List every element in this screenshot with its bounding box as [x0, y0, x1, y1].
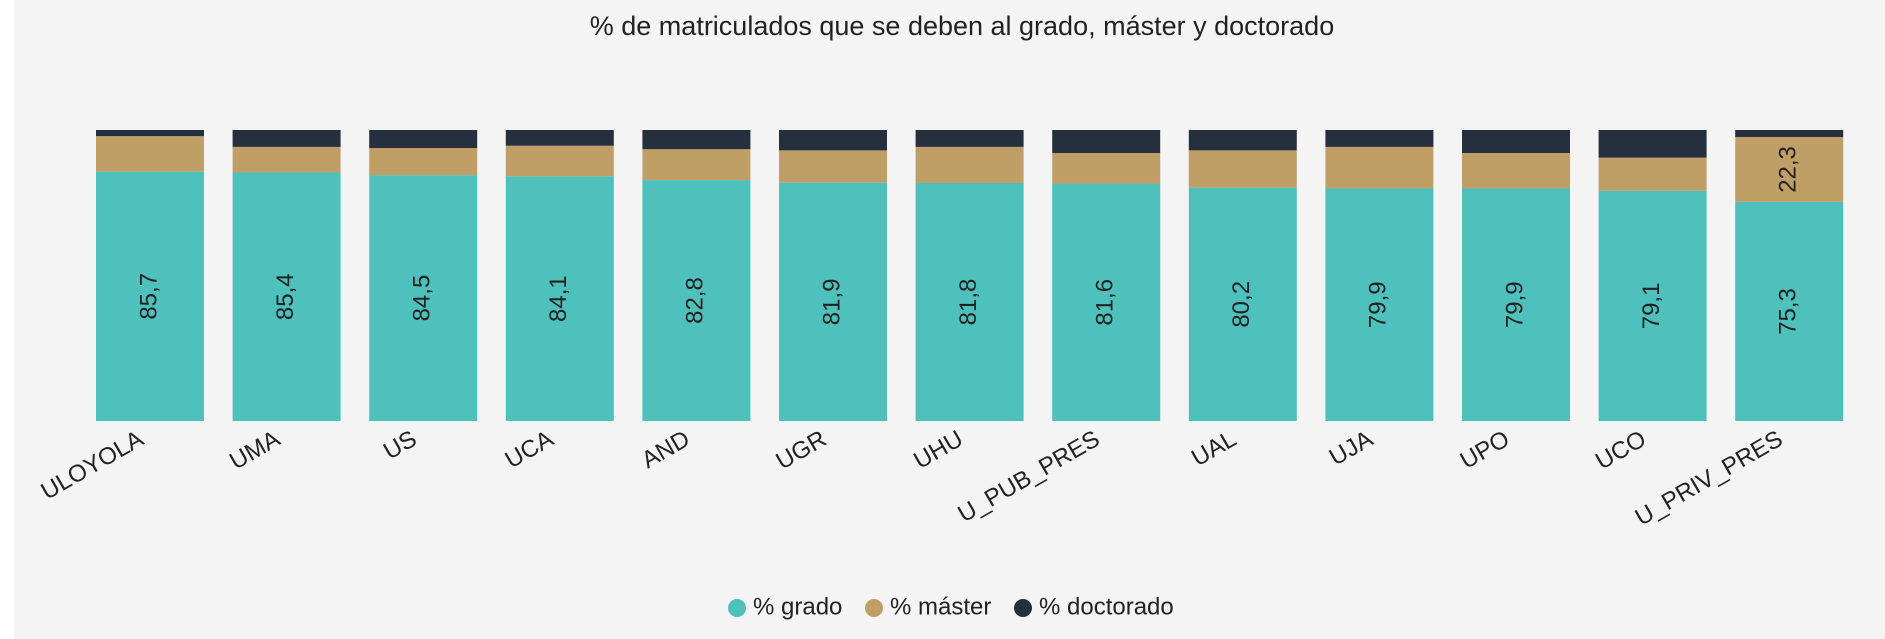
bar-segment	[369, 175, 478, 421]
bar-segment	[1188, 150, 1297, 188]
bar-segment	[232, 172, 341, 421]
bar-segment	[915, 146, 1024, 183]
bar-segment	[1188, 187, 1297, 421]
bar-segment	[1735, 201, 1844, 421]
bar-segment	[232, 130, 341, 147]
data-label: 75,3	[1775, 288, 1802, 335]
bar-segment	[915, 182, 1024, 421]
bar-segment	[1598, 190, 1707, 421]
bar-segment	[232, 146, 341, 173]
bar-segment	[1325, 188, 1434, 421]
data-label: 79,9	[1501, 281, 1528, 328]
legend-label: % grado	[753, 593, 842, 620]
bar-segment	[1052, 130, 1161, 153]
bar-segment	[1052, 183, 1161, 421]
bar-segment	[505, 145, 614, 177]
bar-segment	[915, 130, 1024, 147]
bar-segment	[1462, 152, 1570, 189]
bar-segment	[1325, 146, 1434, 189]
bar-segment	[1462, 130, 1570, 153]
data-label: 84,5	[409, 275, 436, 322]
bar-segment	[505, 176, 614, 421]
bar-segment	[642, 130, 751, 150]
bar-segment	[369, 130, 478, 149]
chart-title: % de matriculados que se deben al grado,…	[590, 11, 1334, 41]
data-label: 79,1	[1638, 283, 1665, 330]
bar-segment	[642, 149, 751, 181]
bar-segment	[1325, 130, 1434, 147]
bar-segment	[96, 130, 204, 137]
bar-segment	[505, 130, 614, 146]
legend-marker	[865, 599, 883, 617]
bar-segment	[1598, 130, 1707, 158]
bar-segment	[642, 180, 751, 421]
data-label: 81,8	[955, 279, 982, 326]
data-label: 85,4	[272, 273, 299, 320]
data-label: 82,8	[682, 277, 709, 324]
data-label: 85,7	[135, 273, 162, 320]
bar-segment	[1735, 130, 1844, 137]
bar-segment	[1052, 152, 1161, 184]
data-label: 79,9	[1365, 281, 1392, 328]
data-label: 22,3	[1775, 146, 1802, 193]
data-label: 81,6	[1092, 279, 1119, 326]
bar-segment	[1462, 188, 1570, 421]
legend-label: % doctorado	[1039, 593, 1174, 620]
data-label: 80,2	[1228, 281, 1255, 328]
bar-segment	[1735, 136, 1844, 202]
bar-segment	[779, 150, 887, 183]
legend-marker	[728, 599, 746, 617]
bar-segment	[779, 182, 887, 421]
bar-segment	[369, 148, 478, 176]
legend-marker	[1014, 599, 1032, 617]
legend-label: % máster	[890, 593, 991, 620]
bar-segment	[779, 130, 887, 151]
bar-segment	[1188, 130, 1297, 151]
data-label: 81,9	[818, 278, 845, 325]
bar-segment	[1598, 157, 1707, 191]
bar-segment	[96, 171, 204, 421]
data-label: 84,1	[545, 275, 572, 322]
bar-segment	[96, 136, 204, 172]
